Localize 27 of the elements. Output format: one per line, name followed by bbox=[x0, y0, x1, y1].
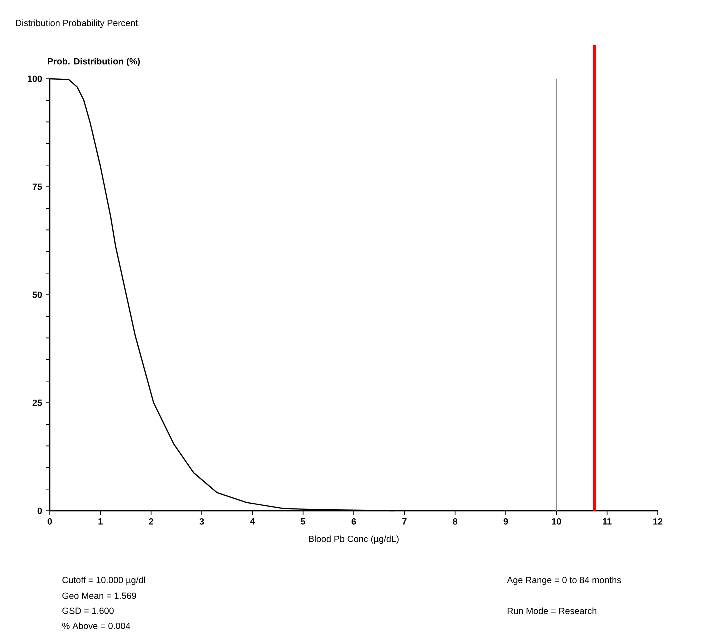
text: Run Mode = Research bbox=[508, 608, 597, 614]
y-tick-label: 75 bbox=[32, 184, 42, 190]
x-tick-label: 2 bbox=[149, 518, 154, 525]
x-tick-label: 11 bbox=[603, 518, 612, 525]
y-tick-label: 0 bbox=[38, 508, 42, 514]
x-tick-label: 9 bbox=[504, 518, 508, 525]
x-tick-label: 3 bbox=[200, 518, 204, 525]
x-tick-label: 12 bbox=[654, 518, 663, 525]
text: % Above = 0.004 bbox=[62, 622, 130, 630]
text: Geo Mean = 1.569 bbox=[62, 592, 136, 600]
text: Age Range = 0 to 84 months bbox=[507, 576, 622, 586]
x-tick-label: 5 bbox=[301, 518, 306, 525]
text: GSD = 1.600 bbox=[62, 608, 114, 614]
x-tick-label: 0 bbox=[48, 518, 52, 525]
chart-title: Distribution Probability Percent bbox=[16, 20, 138, 28]
x-axis-title: Blood Pb Conc (µg/dL) bbox=[309, 536, 399, 544]
x-tick-label: 4 bbox=[250, 518, 256, 525]
y-axis-title: Prob. Distribution (%) bbox=[48, 58, 140, 66]
x-tick-label: 10 bbox=[552, 518, 562, 525]
y-tick-label: 50 bbox=[32, 292, 42, 298]
text: Cutoff = 10.000 µg/dl bbox=[62, 576, 146, 586]
x-tick-label: 1 bbox=[98, 518, 103, 525]
x-tick-label: 7 bbox=[402, 518, 407, 525]
x-tick-label: 6 bbox=[352, 518, 356, 525]
x-tick-label: 8 bbox=[453, 518, 458, 525]
y-tick-label: 100 bbox=[28, 76, 42, 82]
y-tick-label: 25 bbox=[32, 400, 42, 406]
